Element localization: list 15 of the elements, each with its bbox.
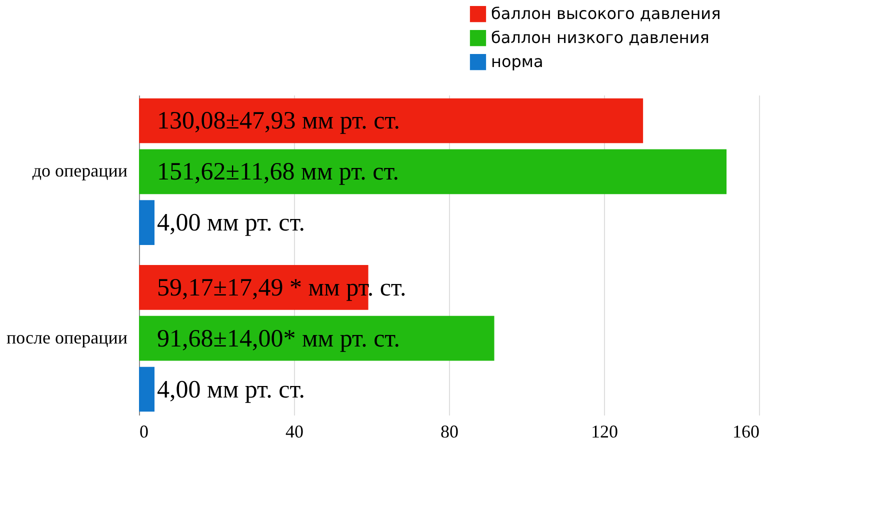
x-tick-label: 160 <box>732 422 760 442</box>
legend-label: баллон низкого давления <box>491 28 710 47</box>
x-tick-label: 40 <box>286 422 304 442</box>
y-tick-label: до операции <box>32 160 128 181</box>
data-label: 4,00 мм рт. ст. <box>157 210 305 237</box>
data-label: 151,62±11,68 мм рт. ст. <box>157 158 400 186</box>
legend-label: баллон высокого давления <box>491 4 721 23</box>
x-tick-label: 0 <box>140 422 148 442</box>
data-label: 130,08±47,93 мм рт. ст. <box>157 108 400 135</box>
data-label: 91,68±14,00* мм рт. ст. <box>157 325 400 352</box>
y-tick-label: после операции <box>6 327 128 348</box>
legend-label: норма <box>491 52 544 71</box>
x-tick-label: 120 <box>591 422 618 442</box>
data-label: 4,00 мм рт. ст. <box>157 376 305 404</box>
x-tick-label: 80 <box>440 422 458 442</box>
